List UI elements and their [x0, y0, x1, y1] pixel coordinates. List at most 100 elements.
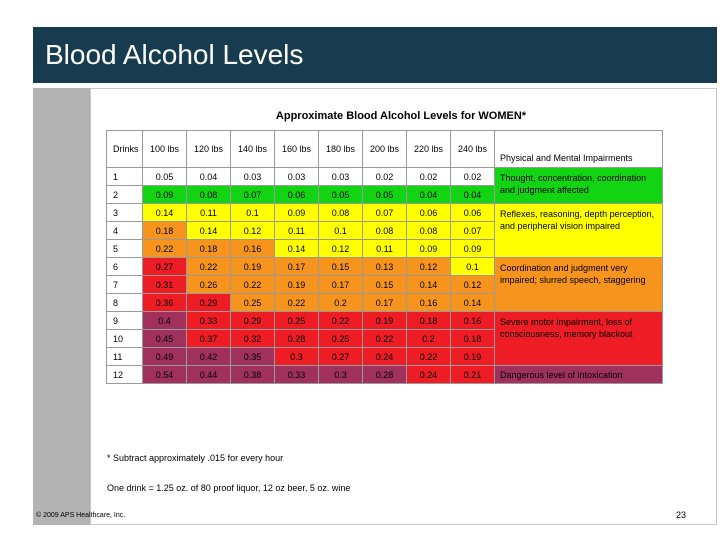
bac-cell: 0.3	[274, 347, 319, 366]
bac-cell: 0.22	[362, 329, 407, 348]
bac-cell: 0.09	[406, 239, 451, 258]
bac-cell: 0.16	[406, 293, 451, 312]
bac-cell: 0.18	[186, 239, 231, 258]
bac-cell: 0.18	[142, 221, 187, 240]
bac-cell: 0.12	[450, 275, 495, 294]
bac-cell: 0.08	[318, 203, 363, 222]
bac-cell: 0.05	[142, 167, 187, 186]
drink-count: 8	[106, 293, 143, 312]
bac-cell: 0.03	[318, 167, 363, 186]
page-number: 23	[676, 510, 687, 520]
bac-cell: 0.25	[318, 329, 363, 348]
bac-cell: 0.25	[230, 293, 275, 312]
bac-cell: 0.02	[450, 167, 495, 186]
header-weight: 240 lbs	[450, 130, 495, 168]
bac-cell: 0.15	[318, 257, 363, 276]
bac-cell: 0.31	[142, 275, 187, 294]
bac-cell: 0.03	[230, 167, 275, 186]
bac-cell: 0.3	[318, 365, 363, 384]
bac-cell: 0.22	[318, 311, 363, 330]
slide-title: Blood Alcohol Levels	[45, 39, 304, 70]
bac-cell: 0.17	[274, 257, 319, 276]
header-weight: 220 lbs	[406, 130, 451, 168]
table-row: 3 0.14 0.11 0.1 0.09 0.08 0.07 0.06 0.06…	[106, 203, 663, 258]
impairment-description: Coordination and judgment very impaired;…	[494, 257, 663, 312]
drink-count: 6	[106, 257, 143, 276]
copyright: © 2009 APS Healthcare, Inc.	[36, 512, 126, 519]
bac-cell: 0.19	[450, 347, 495, 366]
bac-cell: 0.29	[230, 311, 275, 330]
bac-cell: 0.08	[186, 185, 231, 204]
bac-cell: 0.17	[318, 275, 363, 294]
bac-cell: 0.1	[450, 257, 495, 276]
bac-cell: 0.42	[186, 347, 231, 366]
bac-cell: 0.44	[186, 365, 231, 384]
bac-cell: 0.22	[142, 239, 187, 258]
drink-count: 11	[106, 347, 143, 366]
bac-cell: 0.08	[406, 221, 451, 240]
header-weight: 180 lbs	[318, 130, 363, 168]
impairment-description: Severe motor impairment, loss of conscio…	[494, 311, 663, 366]
drink-count: 4	[106, 221, 143, 240]
drink-definition: One drink = 1.25 oz. of 80 proof liquor,…	[107, 483, 351, 493]
bac-cell: 0.33	[274, 365, 319, 384]
bac-cell: 0.22	[406, 347, 451, 366]
bac-cell: 0.32	[230, 329, 275, 348]
bac-cell: 0.14	[274, 239, 319, 258]
bac-cell: 0.2	[318, 293, 363, 312]
table-row: 5 0.22 0.18 0.16 0.14 0.12 0.11 0.09 0.0…	[106, 239, 663, 258]
bac-cell: 0.06	[406, 203, 451, 222]
drink-count: 9	[106, 311, 143, 330]
bac-cell: 0.05	[362, 185, 407, 204]
header-impairments: Physical and Mental Impairments	[494, 130, 663, 168]
bac-cell: 0.33	[186, 311, 231, 330]
bac-cell: 0.29	[186, 293, 231, 312]
drink-count: 7	[106, 275, 143, 294]
bac-cell: 0.22	[274, 293, 319, 312]
bac-cell: 0.45	[142, 329, 187, 348]
bac-cell: 0.14	[450, 293, 495, 312]
bac-cell: 0.35	[230, 347, 275, 366]
table-row: 7 0.31 0.26 0.22 0.19 0.17 0.15 0.14 0.1…	[106, 275, 663, 294]
bac-cell: 0.09	[450, 239, 495, 258]
bac-cell: 0.12	[318, 239, 363, 258]
bac-cell: 0.11	[362, 239, 407, 258]
bac-cell: 0.14	[142, 203, 187, 222]
table-row: 4 0.18 0.14 0.12 0.11 0.1 0.08 0.08 0.07	[106, 221, 663, 240]
bac-cell: 0.2	[406, 329, 451, 348]
bac-cell: 0.09	[142, 185, 187, 204]
table-row: 11 0.49 0.42 0.35 0.3 0.27 0.24 0.22 0.1…	[106, 347, 663, 366]
bac-cell: 0.19	[274, 275, 319, 294]
drink-count: 10	[106, 329, 143, 348]
bac-cell: 0.16	[450, 311, 495, 330]
bac-cell: 0.38	[230, 365, 275, 384]
footnote: * Subtract approximately .015 for every …	[107, 453, 284, 463]
bac-cell: 0.19	[230, 257, 275, 276]
bac-cell: 0.28	[274, 329, 319, 348]
impairment-description: Thought, concentration, coordination and…	[494, 167, 663, 204]
impairment-description: Reflexes, reasoning, depth perception, a…	[494, 203, 663, 258]
bac-cell: 0.54	[142, 365, 187, 384]
bac-cell: 0.04	[406, 185, 451, 204]
impairment-description: Dangerous level of intoxication	[494, 365, 663, 384]
table-title: Approximate Blood Alcohol Levels for WOM…	[275, 110, 527, 122]
table-row: 9 0.4 0.33 0.29 0.25 0.22 0.19 0.18 0.16…	[106, 311, 663, 366]
bac-cell: 0.12	[406, 257, 451, 276]
bac-cell: 0.24	[362, 347, 407, 366]
header-drinks: Drinks	[106, 130, 143, 168]
bac-cell: 0.21	[450, 365, 495, 384]
slide-title-bar: Blood Alcohol Levels	[33, 27, 717, 83]
drink-count: 2	[106, 185, 143, 204]
bac-cell: 0.03	[274, 167, 319, 186]
bac-cell: 0.06	[450, 203, 495, 222]
bac-cell: 0.16	[230, 239, 275, 258]
bac-cell: 0.28	[362, 365, 407, 384]
bac-cell: 0.1	[230, 203, 275, 222]
bac-cell: 0.26	[186, 275, 231, 294]
bac-cell: 0.13	[362, 257, 407, 276]
drink-count: 3	[106, 203, 143, 222]
bac-cell: 0.11	[186, 203, 231, 222]
bac-cell: 0.12	[230, 221, 275, 240]
bac-cell: 0.09	[274, 203, 319, 222]
header-weight: 200 lbs	[362, 130, 407, 168]
